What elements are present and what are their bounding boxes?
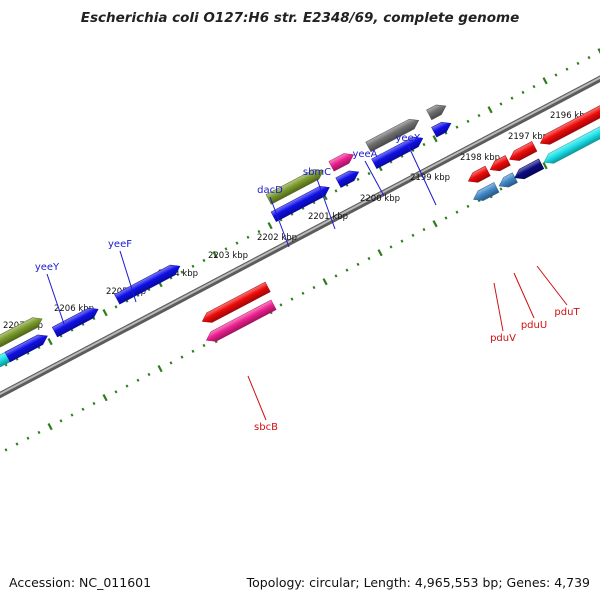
gene-red-2[interactable] [466,165,491,186]
topology-text: Topology: circular; Length: 4,965,553 bp… [246,575,590,590]
gene-label-yeeA[interactable]: yeeA [352,149,377,160]
leader-line [536,265,568,306]
gene-label-pduU[interactable]: pduU [521,320,547,331]
gene-label-sbmC[interactable]: sbmC [303,167,331,178]
kbp-label: 2200 kbp [360,194,400,204]
gene-yeeX[interactable] [426,101,449,121]
leader-line [46,273,65,325]
kbp-label: 2196 kbp [550,111,590,121]
kbp-label: 2202 kbp [257,233,297,243]
gene-navy[interactable] [512,158,545,183]
gene-blue-3[interactable] [371,133,426,170]
gene-red-3[interactable] [488,155,511,174]
kbp-label: 2197 kbp [508,132,548,142]
page-title: Escherichia coli O127:H6 str. E2348/69, … [80,10,520,26]
gene-red-4[interactable] [507,141,538,165]
ruler-top [4,48,600,367]
gene-dacD[interactable] [265,166,326,205]
leader-line [364,160,385,197]
leader-line [493,282,504,332]
kbp-label: 2204 kbp [158,269,198,279]
kbp-label: 2198 kbp [460,153,500,163]
kbp-label: 2199 kbp [410,173,450,183]
leader-line [119,250,137,303]
gene-yeeY[interactable] [0,314,45,348]
leader-line [247,375,267,421]
leader-line [407,144,437,206]
kbp-label: 2203 kbp [208,251,248,261]
kbp-label: 2201 kbp [308,212,348,222]
genome-backbone [0,75,600,399]
gene-blue-6[interactable] [4,331,50,363]
gene-label-pduV[interactable]: pduV [490,333,516,344]
gene-red-1[interactable] [200,281,271,326]
leader-line [316,178,336,230]
gene-blue-1[interactable] [270,183,332,222]
gene-blue-5[interactable] [51,304,100,338]
gene-label-yeeY[interactable]: yeeY [35,262,60,273]
gene-label-sbcB[interactable]: sbcB [254,422,278,433]
gene-label-pduT[interactable]: pduT [554,307,580,318]
leader-line [269,196,290,248]
gene-blue-2[interactable] [335,167,361,188]
gene-yeeA[interactable] [365,115,422,153]
leader-line [513,272,535,319]
gene-pduT[interactable] [541,124,600,167]
gene-yeeF[interactable] [114,261,183,305]
gene-red-5[interactable] [538,103,600,148]
gene-sbcB[interactable] [204,299,277,345]
gene-sbmC[interactable] [328,150,356,172]
gene-label-yeeX[interactable]: yeeX [395,133,420,144]
gene-pduV[interactable] [471,182,500,204]
gene-blue-4[interactable] [431,119,454,138]
accession-text: Accession: NC_011601 [9,575,152,590]
gene-label-yeeF[interactable]: yeeF [108,239,132,250]
gene-label-dacD[interactable]: dacD [257,185,283,196]
kbp-label: 2206 kbp [54,304,94,314]
gene-pduU[interactable] [496,172,518,191]
